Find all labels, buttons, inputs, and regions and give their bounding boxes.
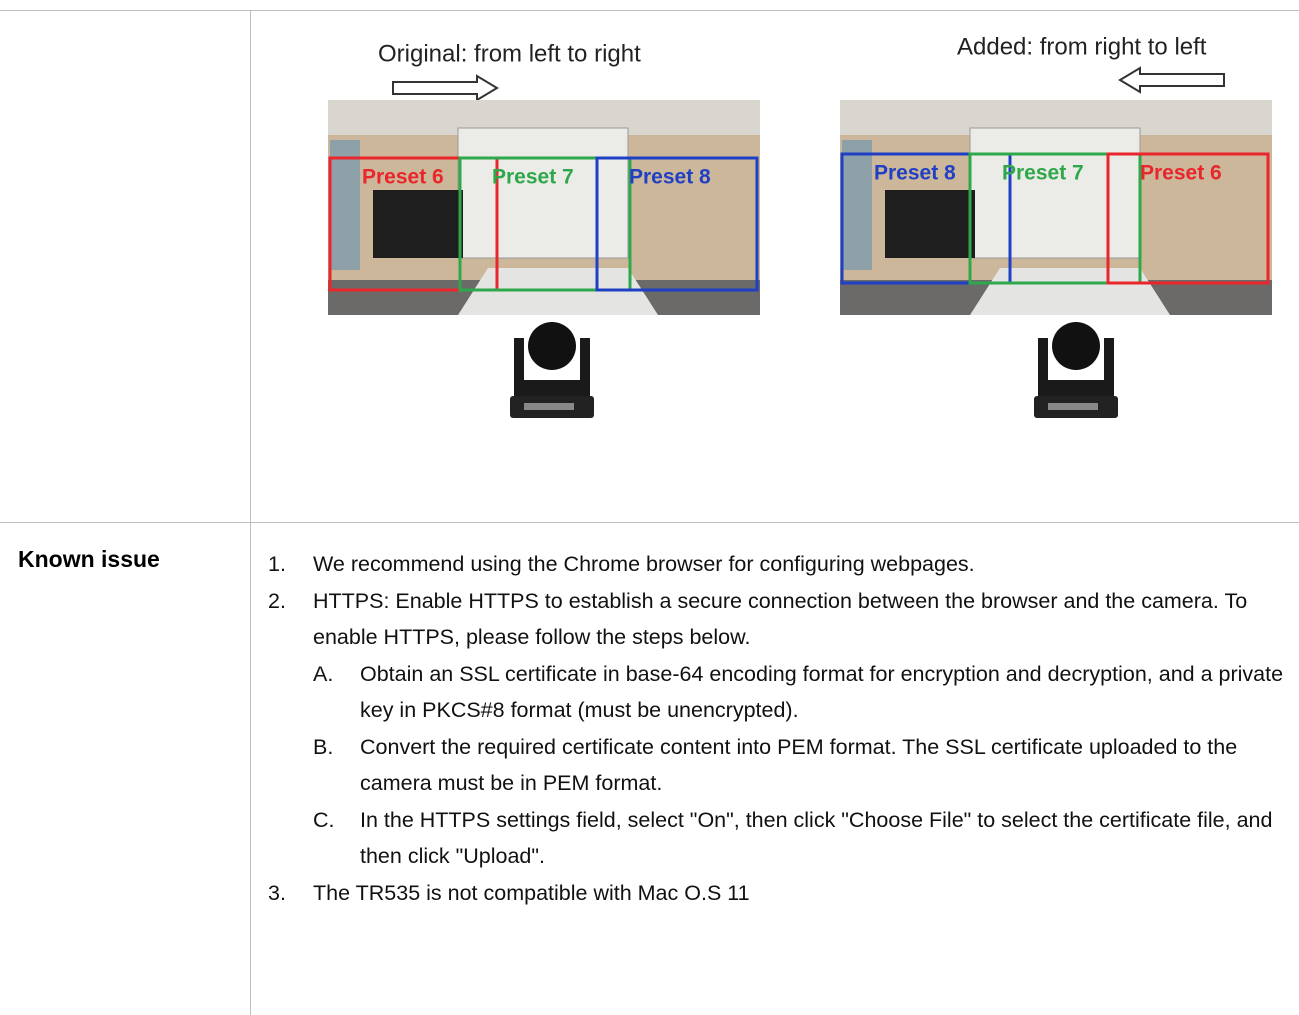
camera-ports	[1048, 403, 1098, 410]
sub-item: A. Obtain an SSL certificate in base-64 e…	[313, 656, 1293, 729]
row-label: Known issue	[18, 546, 160, 572]
preset-box	[968, 152, 1142, 285]
list-marker: 2.	[268, 588, 286, 613]
preset-label: Preset 6	[362, 166, 444, 189]
preset-label: Preset 8	[629, 166, 711, 189]
list-item: 3. The TR535 is not compatible with Mac O…	[268, 875, 1293, 912]
list-text: The TR535 is not compatible with Mac O.S…	[313, 880, 750, 905]
room-photo	[840, 100, 1272, 315]
list-text: HTTPS: Enable HTTPS to establish a secur…	[313, 588, 1248, 650]
arrow	[392, 74, 499, 102]
camera-icon	[1034, 322, 1118, 418]
sub-marker: B.	[313, 734, 334, 759]
preset-box	[840, 152, 1012, 285]
projection-screen	[457, 127, 629, 259]
list-text: We recommend using the Chrome browser fo…	[313, 552, 975, 576]
tv	[373, 190, 463, 258]
sub-item: C. In the HTTPS settings field, select "O…	[313, 802, 1293, 875]
sub-text: Convert the required certificate content…	[360, 734, 1238, 796]
figure-caption: Added: from right to left	[957, 33, 1207, 60]
table	[970, 268, 1170, 315]
window	[330, 140, 360, 270]
list-item: 2. HTTPS: Enable HTTPS to establish a sec…	[268, 583, 1293, 656]
preset-label: Preset 6	[1140, 162, 1222, 185]
tv	[885, 190, 975, 258]
sub-marker: C.	[313, 807, 335, 832]
camera-lens	[528, 322, 576, 370]
figures: Original: from left to right Preset 6 Pres…	[328, 33, 1272, 418]
camera-body	[514, 338, 590, 398]
preset-box	[328, 156, 499, 292]
arrow	[1118, 66, 1225, 94]
projection-screen	[969, 127, 1141, 259]
table-border	[0, 522, 1299, 523]
camera-icon	[510, 322, 594, 418]
list-marker: 3.	[268, 880, 286, 905]
table-border	[0, 10, 1299, 11]
window	[842, 140, 872, 270]
room-photo	[328, 100, 760, 315]
table-border	[250, 10, 251, 1015]
camera-lens	[1052, 322, 1100, 370]
sub-marker: A.	[313, 661, 334, 686]
preset-box	[595, 156, 759, 292]
sub-text: In the HTTPS settings field, select "On"…	[360, 807, 1273, 869]
camera-ports	[524, 403, 574, 410]
preset-label: Preset 7	[1002, 162, 1084, 185]
list-marker: 1.	[268, 552, 286, 576]
sub-item: B. Convert the required certificate conte…	[313, 729, 1293, 802]
preset-box	[458, 156, 632, 292]
list-item: 1. We recommend using the Chrome browser …	[268, 546, 1293, 583]
preset-label: Preset 8	[874, 162, 956, 185]
figure-caption: Original: from left to right	[378, 40, 641, 67]
preset-label: Preset 7	[492, 166, 574, 189]
camera-body	[1038, 338, 1114, 398]
preset-box	[1106, 152, 1270, 285]
sub-text: Obtain an SSL certificate in base-64 enc…	[360, 661, 1284, 723]
issue-list: 1. We recommend using the Chrome browser …	[268, 546, 1293, 911]
